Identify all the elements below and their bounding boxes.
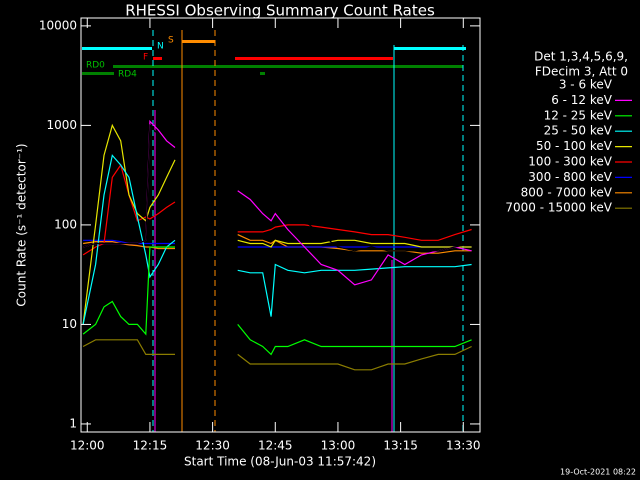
y-tick-label: 10000 — [39, 18, 77, 32]
flag-bar — [182, 40, 215, 43]
y-tick-label: 1000 — [46, 118, 77, 132]
y-axis-label: Count Rate (s⁻¹ detector⁻¹) — [15, 143, 29, 306]
legend-label: 50 - 100 keV — [536, 139, 613, 153]
flag-bar — [153, 57, 162, 60]
x-axis-label: Start Time (08-Jun-03 11:57:42) — [184, 455, 376, 469]
legend-label: 6 - 12 keV — [551, 93, 613, 107]
legend-label: 800 - 7000 keV — [521, 185, 613, 199]
series-line — [82, 123, 472, 325]
legend-label: 25 - 50 keV — [544, 124, 613, 138]
x-tick-label: 13:00 — [321, 439, 356, 453]
series-line — [82, 339, 472, 371]
flag-label: S — [168, 36, 174, 46]
flag-bar — [235, 57, 393, 60]
x-tick-label: 12:45 — [258, 439, 293, 453]
flag-bar — [82, 72, 114, 75]
legend-title: FDecim 3, Att 0 — [535, 65, 628, 79]
series-line — [82, 246, 472, 356]
flag-bar — [82, 47, 152, 50]
flag-label: F — [143, 53, 148, 63]
flag-bars — [82, 40, 466, 75]
flag-bar — [260, 72, 265, 75]
legend-label: 12 - 25 keV — [544, 108, 613, 122]
legend-label: 100 - 300 keV — [528, 155, 612, 169]
flag-bar — [113, 65, 463, 68]
x-tick-label: 13:30 — [446, 439, 481, 453]
legend-label: 7000 - 15000 keV — [505, 201, 612, 215]
x-tick-label: 12:15 — [133, 439, 168, 453]
x-tick-label: 12:30 — [195, 439, 230, 453]
x-tick-label: 12:00 — [70, 439, 105, 453]
footer: 19-Oct-2021 08:22 — [560, 468, 636, 477]
legend-title: Det 1,3,4,5,6,9, — [534, 50, 628, 64]
x-tick-label: 13:15 — [383, 439, 418, 453]
legend-label: 3 - 6 keV — [559, 78, 613, 92]
flag-bar — [394, 47, 466, 50]
flag-label: N — [157, 42, 164, 52]
y-tick-label: 100 — [54, 217, 77, 231]
legend-label: 300 - 800 keV — [528, 170, 612, 184]
plot-marks — [82, 119, 472, 371]
series-line — [82, 123, 472, 252]
y-tick-label: 10 — [62, 317, 77, 331]
y-tick-label: 1 — [69, 416, 77, 430]
flag-label: RD4 — [118, 70, 137, 80]
flag-label: RD0 — [86, 61, 105, 71]
chart-title: RHESSI Observing Summary Count Rates — [125, 2, 435, 20]
event-lines — [152, 30, 464, 432]
